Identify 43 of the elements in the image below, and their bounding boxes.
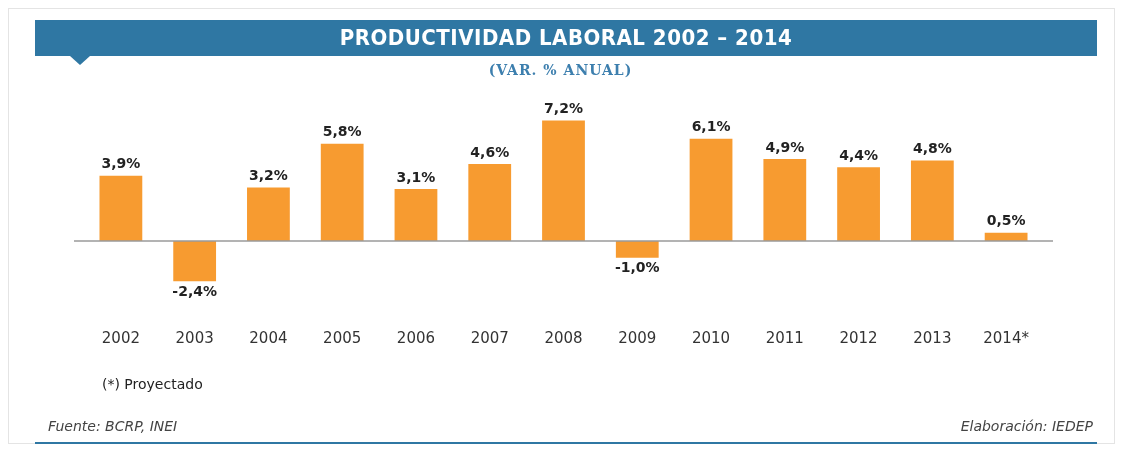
bar [763,158,807,241]
data-label: 4,4% [839,146,878,163]
x-tick-label: 2011 [765,328,804,347]
bar [394,189,438,241]
data-label: 3,2% [249,167,288,184]
bar [910,160,954,241]
data-label: 5,8% [322,123,362,140]
data-label: 6,1% [691,118,731,135]
data-label: 4,9% [765,138,805,155]
chart-subtitle: (VAR. % ANUAL) [487,62,634,78]
data-label: 4,6% [470,143,510,160]
bar [99,175,143,241]
bar [689,138,733,241]
data-label: 4,8% [912,140,952,157]
x-tick-label: 2014* [983,328,1030,347]
bar [615,241,659,258]
text: Elaboración: IEDEP [960,418,1093,434]
text: (*) Proyectado [102,376,203,392]
x-tick-label: 2013 [913,328,952,347]
x-tick-label: 2012 [839,328,878,347]
x-tick-label: 2002 [101,328,140,347]
x-tick-label: 2009 [618,328,657,347]
x-tick-label: 2005 [323,328,362,347]
x-tick-label: 2010 [691,328,731,347]
bar [837,167,880,241]
data-label: 0,5% [986,212,1026,229]
data-label: -2,4% [172,282,217,299]
x-tick-label: 2008 [544,328,583,347]
x-tick-label: 2007 [470,328,509,347]
bar [320,143,364,241]
bar [173,241,217,282]
source-note: Fuente: BCRP, INEI [48,418,178,434]
x-tick-label: 2006 [396,328,436,347]
bar [468,163,512,241]
bar [247,187,290,241]
data-label: 3,1% [396,168,436,185]
x-tick-label: 2004 [249,328,288,347]
data-label: 3,9% [101,155,141,172]
chart-title: PRODUCTIVIDAD LABORAL 2002 – 2014 [35,20,1097,56]
bar [542,120,585,241]
x-tick-label: 2003 [175,328,214,347]
data-label: -1,0% [614,259,660,276]
data-label: 7,2% [544,100,583,117]
